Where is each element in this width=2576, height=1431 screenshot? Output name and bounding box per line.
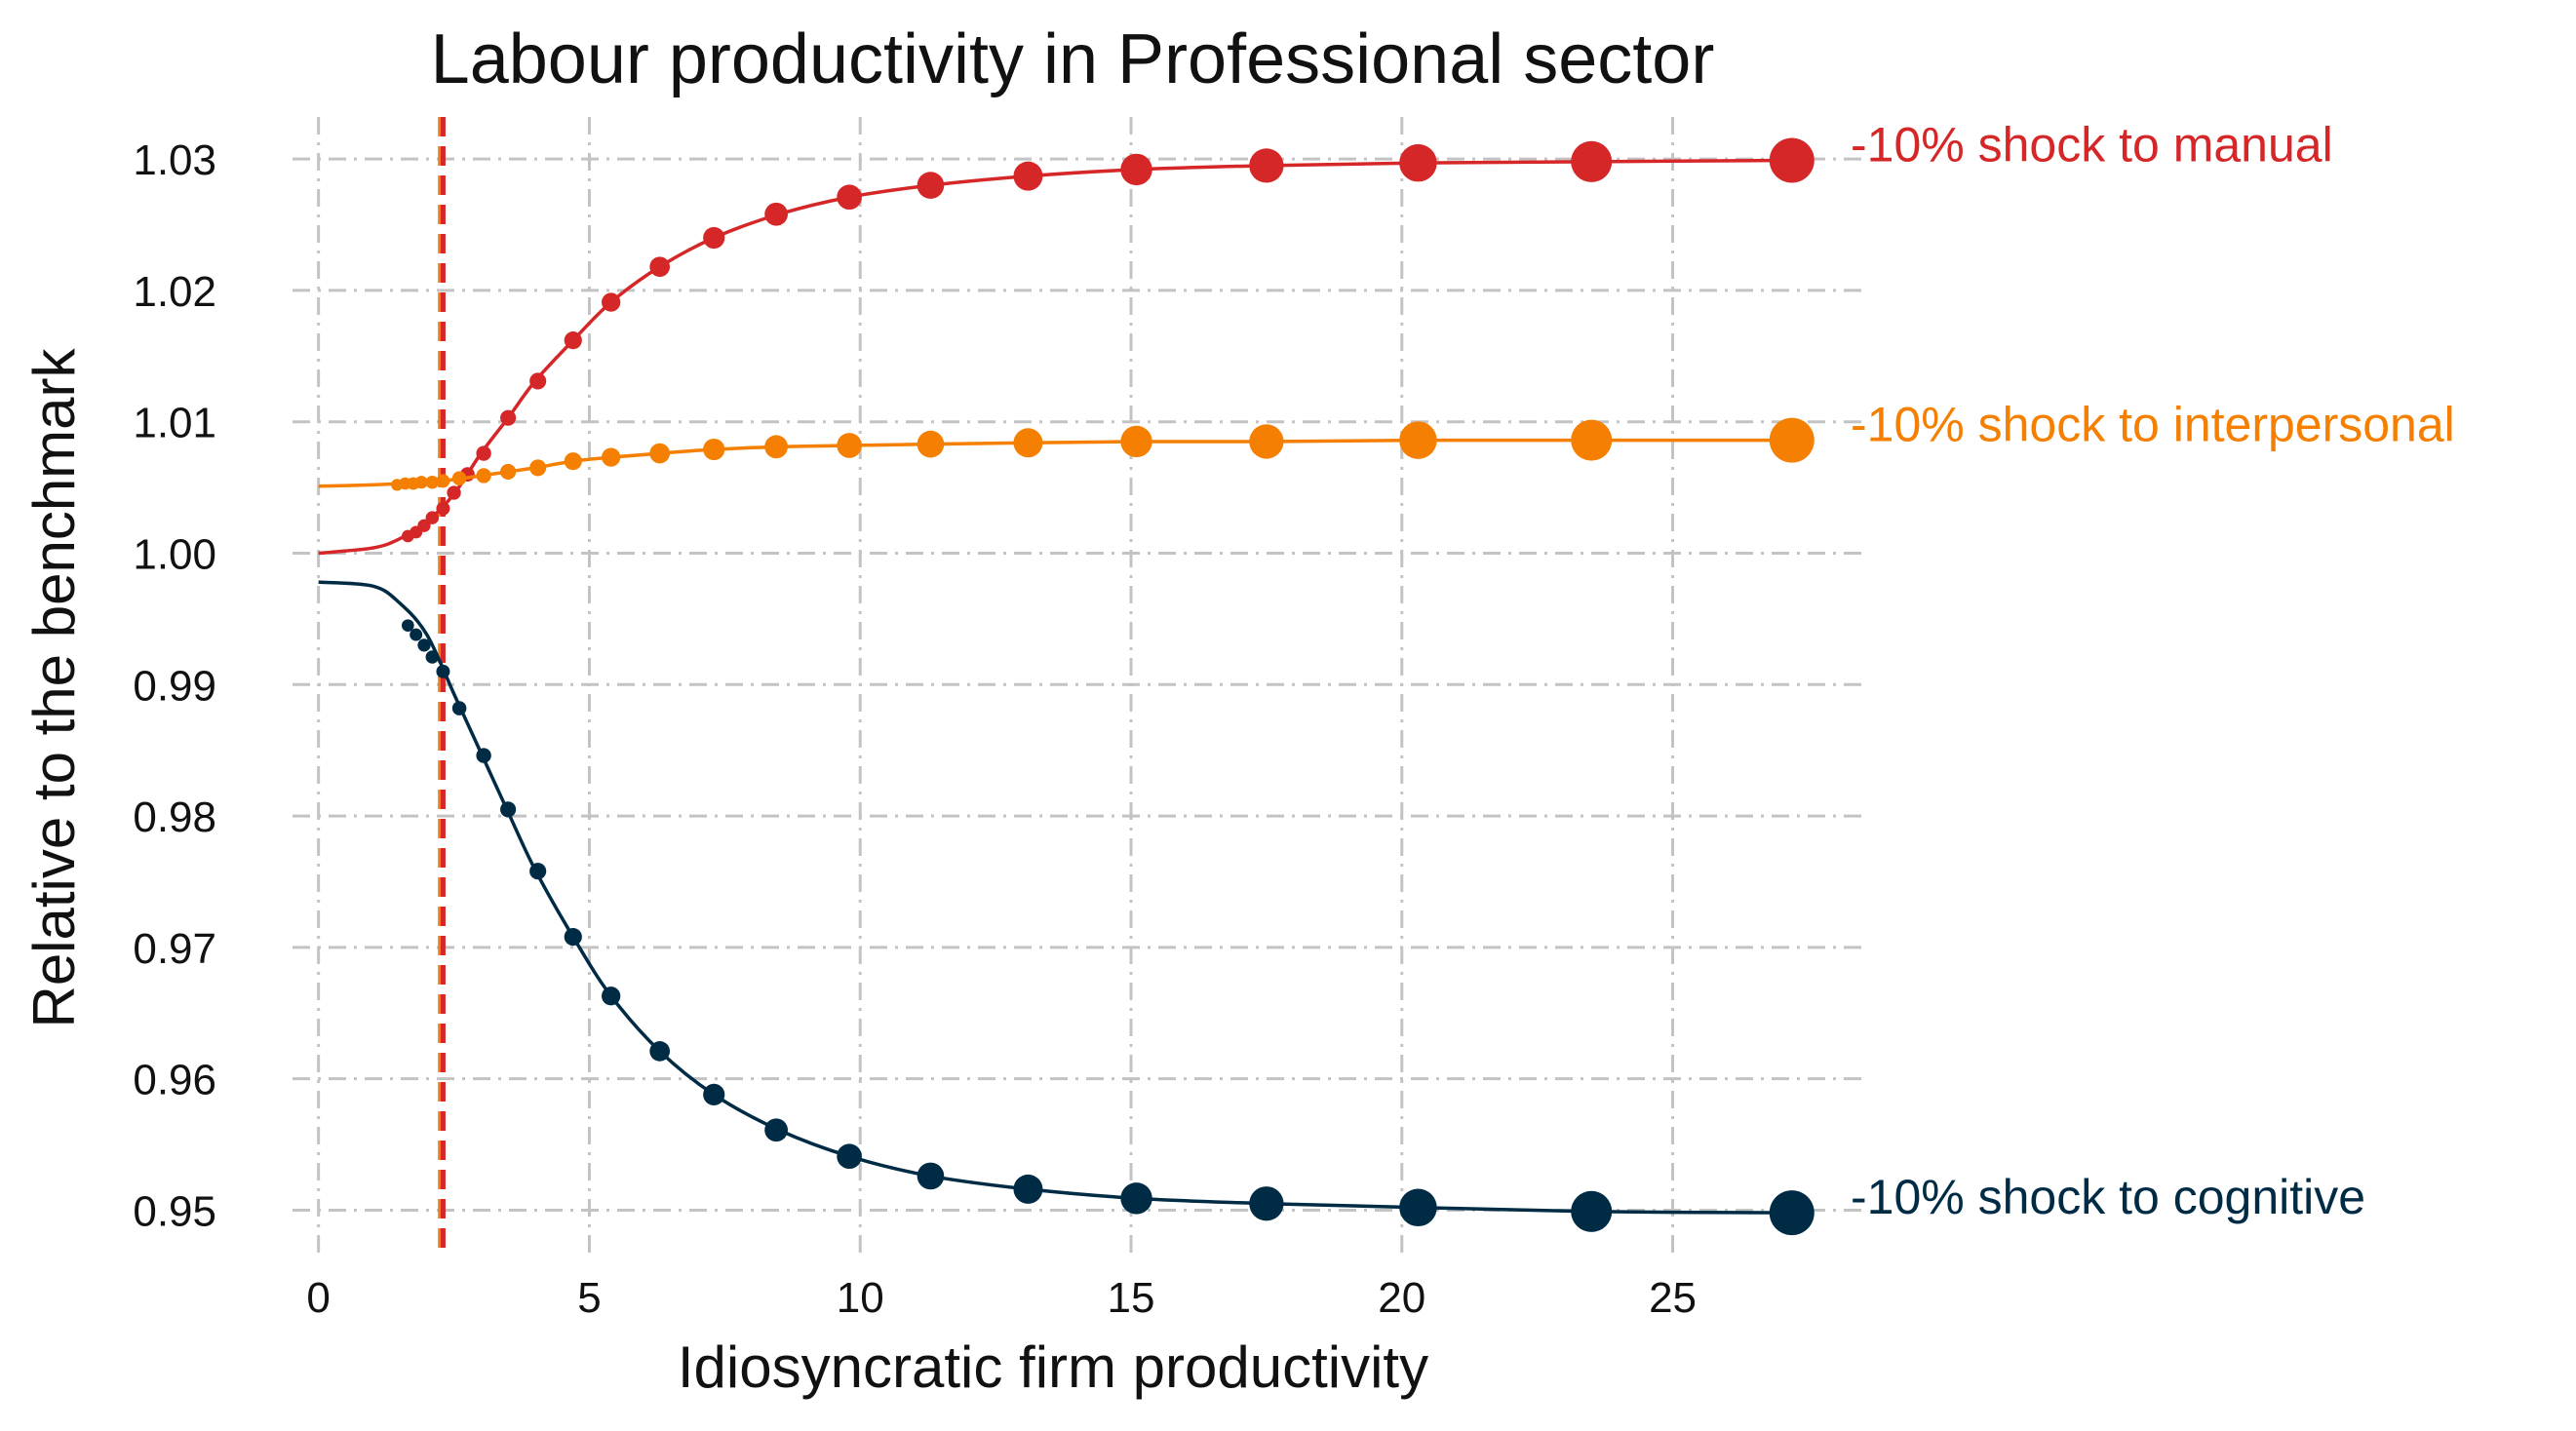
data-point-shock-to-manual (764, 202, 789, 226)
data-point-shock-to-interpersonal (564, 452, 582, 471)
data-point-shock-to-manual (436, 501, 450, 516)
data-point-shock-to-interpersonal (425, 475, 440, 489)
data-point-shock-to-manual (602, 292, 621, 312)
data-point-shock-to-cognitive (837, 1143, 862, 1170)
data-point-shock-to-interpersonal (500, 463, 517, 481)
data-point-shock-to-cognitive (410, 628, 423, 641)
data-point-shock-to-manual (703, 226, 725, 250)
y-tick-label: 0.96 (133, 1057, 216, 1104)
x-tick-label: 25 (1649, 1274, 1697, 1322)
series-line-shock-to-manual (318, 158, 1792, 556)
data-point-shock-to-cognitive (1120, 1182, 1152, 1215)
y-tick-label: 0.95 (133, 1187, 216, 1235)
data-point-shock-to-manual (529, 372, 547, 390)
data-point-shock-to-interpersonal (1013, 428, 1043, 458)
x-tick-label: 20 (1378, 1274, 1425, 1322)
data-point-shock-to-cognitive (476, 748, 491, 763)
x-tick-label: 0 (306, 1274, 330, 1322)
series-line-shock-to-cognitive (318, 580, 1792, 1215)
data-point-shock-to-interpersonal (649, 443, 671, 464)
y-tick-label: 1.03 (133, 136, 216, 184)
data-point-shock-to-cognitive (649, 1041, 671, 1062)
data-point-shock-to-cognitive (703, 1083, 725, 1105)
x-tick-label: 15 (1108, 1274, 1155, 1322)
data-point-shock-to-cognitive (1013, 1174, 1043, 1204)
data-point-shock-to-cognitive (1249, 1186, 1284, 1221)
data-point-shock-to-manual (917, 172, 945, 199)
data-point-shock-to-cognitive (425, 650, 440, 664)
data-point-shock-to-manual (564, 331, 582, 350)
y-tick-label: 1.01 (133, 400, 216, 447)
data-point-shock-to-cognitive (764, 1118, 789, 1142)
data-point-shock-to-cognitive (1571, 1190, 1613, 1232)
data-point-shock-to-manual (1399, 143, 1437, 182)
data-point-shock-to-manual (425, 511, 440, 524)
data-point-shock-to-interpersonal (602, 447, 621, 467)
reference-lines (438, 117, 446, 1257)
data-point-shock-to-interpersonal (837, 433, 862, 458)
data-point-shock-to-manual (837, 184, 862, 211)
data-point-shock-to-manual (447, 485, 461, 500)
data-point-shock-to-interpersonal (476, 468, 491, 483)
data-point-shock-to-interpersonal (1769, 417, 1815, 463)
data-point-shock-to-interpersonal (703, 438, 725, 461)
y-axis-label: Relative to the benchmark (21, 347, 87, 1027)
data-point-shock-to-manual (417, 519, 431, 532)
series-label-shock-to-manual: -10% shock to manual (1851, 117, 2333, 172)
y-tick-labels: 0.95 0.96 0.97 0.98 0.99 1.00 1.01 1.02 1.03 (133, 136, 216, 1235)
grid (293, 117, 1862, 1257)
series-labels: -10% shock to manual -10% shock to interp… (1851, 117, 2455, 1224)
data-point-shock-to-cognitive (917, 1162, 945, 1190)
y-tick-label: 1.00 (133, 531, 216, 579)
data-point-shock-to-cognitive (602, 986, 621, 1006)
data-point-shock-to-interpersonal (764, 435, 789, 459)
y-tick-label: 0.97 (133, 925, 216, 973)
data-point-shock-to-cognitive (417, 638, 431, 652)
data-point-shock-to-interpersonal (529, 459, 547, 477)
data-point-shock-to-cognitive (402, 619, 414, 632)
data-point-shock-to-cognitive (529, 863, 547, 880)
x-tick-labels: 0 5 10 15 20 25 (306, 1274, 1697, 1322)
y-tick-label: 0.98 (133, 793, 216, 841)
data-point-shock-to-interpersonal (1571, 419, 1613, 461)
data-point-shock-to-cognitive (1769, 1190, 1815, 1236)
series-label-shock-to-cognitive: -10% shock to cognitive (1851, 1170, 2365, 1224)
x-tick-label: 10 (837, 1274, 884, 1322)
data-point-shock-to-interpersonal (917, 430, 945, 458)
data-point-shock-to-cognitive (564, 928, 582, 947)
data-point-shock-to-cognitive (451, 701, 467, 716)
data-point-shock-to-manual (649, 256, 671, 278)
series-label-shock-to-interpersonal: -10% shock to interpersonal (1851, 398, 2455, 452)
data-point-shock-to-cognitive (500, 801, 517, 818)
data-point-shock-to-manual (1249, 148, 1284, 183)
data-point-shock-to-interpersonal (436, 474, 450, 488)
data-point-shock-to-manual (1120, 153, 1152, 186)
data-point-shock-to-cognitive (436, 664, 450, 678)
data-point-shock-to-manual (1769, 137, 1815, 183)
data-point-shock-to-interpersonal (414, 476, 428, 489)
data-point-shock-to-interpersonal (451, 471, 467, 485)
data-point-shock-to-manual (476, 445, 491, 461)
data-point-shock-to-manual (1013, 161, 1043, 191)
data-point-shock-to-manual (500, 409, 517, 426)
data-point-shock-to-cognitive (1399, 1188, 1437, 1227)
x-axis-label: Idiosyncratic firm productivity (678, 1334, 1428, 1400)
data-point-shock-to-interpersonal (1120, 425, 1152, 458)
data-point-shock-to-manual (1571, 140, 1613, 182)
data-point-shock-to-interpersonal (1399, 421, 1437, 459)
y-tick-label: 1.02 (133, 268, 216, 316)
x-tick-label: 5 (577, 1274, 601, 1322)
chart-title: Labour productivity in Professional sect… (431, 20, 1715, 98)
data-point-shock-to-interpersonal (1249, 424, 1284, 459)
series (318, 137, 1815, 1236)
y-tick-label: 0.99 (133, 662, 216, 710)
